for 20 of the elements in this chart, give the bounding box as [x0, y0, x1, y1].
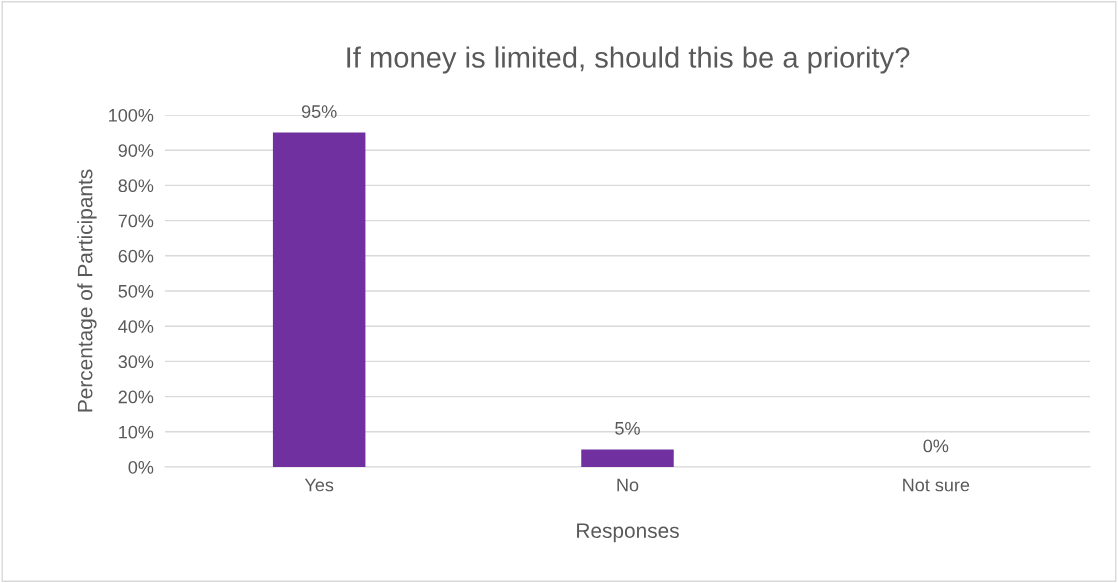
y-tick-label: 80%	[118, 179, 154, 193]
y-tick-label: 30%	[118, 355, 154, 369]
y-tick-label: 10%	[119, 425, 154, 439]
data-label: 0%	[923, 439, 949, 453]
y-tick-label: 70%	[118, 214, 154, 228]
y-axis-title: Percentage of Participants	[77, 169, 97, 412]
x-tick-label: No	[617, 478, 639, 492]
y-tick-label: 60%	[118, 249, 154, 263]
y-tick-label: 40%	[118, 320, 154, 333]
y-tick-label: 0%	[128, 460, 154, 474]
y-tick-label: 100%	[109, 108, 154, 122]
x-tick-label: Not sure	[903, 478, 970, 492]
data-label: 95%	[301, 105, 337, 118]
y-tick-label: 20%	[118, 390, 154, 404]
y-tick-label: 90%	[118, 144, 154, 157]
chart-title: If money is limited, should this be a priority?	[347, 46, 910, 74]
x-axis-title: Responses	[577, 523, 679, 543]
x-tick-label: Yes	[304, 478, 334, 492]
y-tick-label: 50%	[118, 284, 154, 298]
data-label: 5%	[615, 422, 640, 435]
